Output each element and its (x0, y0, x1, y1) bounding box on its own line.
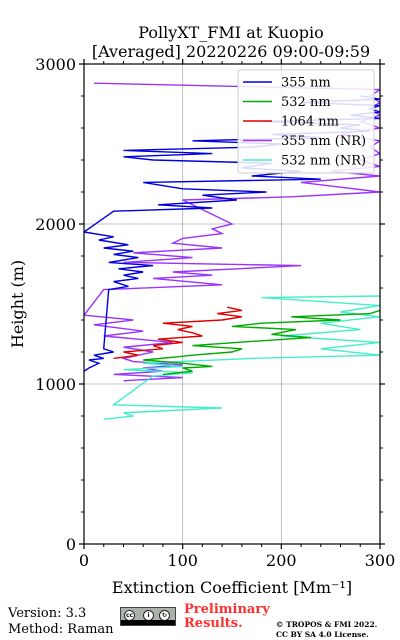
copyright-line-1: © TROPOS & FMI 2022. (276, 620, 378, 629)
preliminary-line-2: Results. (184, 616, 243, 631)
x-tick-label: 0 (79, 551, 89, 570)
legend-label-532-nm-nr: 532 nm (NR) (281, 154, 366, 169)
x-axis-label: Extinction Coefficient [Mm⁻¹] (112, 578, 352, 597)
x-tick-label: 300 (365, 551, 396, 570)
x-tick-label: 200 (266, 551, 297, 570)
cc-license-badge: cc i ↻ (120, 607, 176, 626)
legend-label-532-nm: 532 nm (281, 95, 331, 110)
copyright-line-2: CC BY SA 4.0 License. (276, 630, 369, 639)
extinction-chart: PollyXT_FMI at Kuopio [Averaged] 2022022… (8, 23, 395, 597)
legend-label-1064-nm: 1064 nm (281, 115, 339, 130)
version-info: Version: 3.3 Method: Raman (8, 606, 114, 638)
x-tick-label: 100 (167, 551, 198, 570)
preliminary-notice: Preliminary Results. (184, 603, 270, 631)
preliminary-line-1: Preliminary (184, 602, 270, 617)
legend-label-355-nm: 355 nm (281, 76, 331, 91)
chart-title: PollyXT_FMI at Kuopio (138, 23, 324, 42)
y-tick-label: 1000 (35, 375, 76, 394)
method-text: Method: Raman (8, 622, 114, 637)
series-line-1064-nm (113, 306, 243, 360)
series-line-532-nm (143, 309, 380, 376)
y-tick-label: 3000 (35, 55, 76, 74)
y-tick-label: 2000 (35, 215, 76, 234)
legend: 355 nm 532 nm 1064 nm 355 nm (NR) 532 nm (NR… (237, 69, 375, 174)
version-text: Version: 3.3 (8, 606, 87, 621)
legend-box (237, 69, 375, 174)
y-tick-label: 0 (66, 535, 76, 554)
license-strip (121, 620, 175, 625)
copyright-notice: © TROPOS & FMI 2022. CC BY SA 4.0 Licens… (276, 620, 377, 640)
y-axis-label: Height (m) (8, 260, 27, 348)
chart-subtitle: [Averaged] 20220226 09:00-09:59 (92, 42, 370, 61)
legend-label-355-nm-nr: 355 nm (NR) (281, 134, 366, 149)
plot-frame (83, 63, 381, 545)
